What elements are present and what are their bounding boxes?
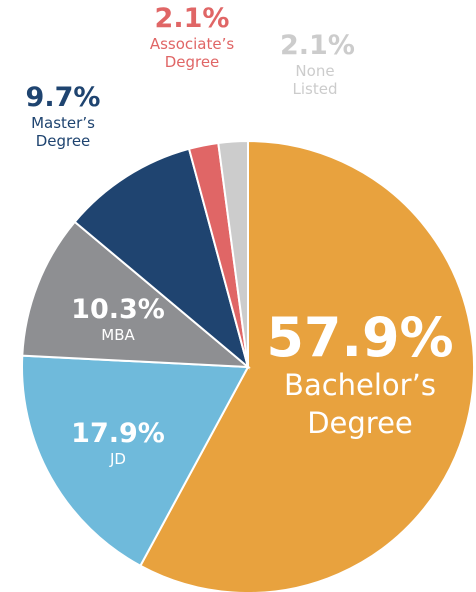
value-label: 17.9% xyxy=(71,418,165,449)
value-label: 2.1% xyxy=(280,30,355,61)
slice xyxy=(21,354,250,568)
slice xyxy=(139,139,475,592)
value-label: 2.1% xyxy=(154,3,230,34)
category-label: MBA xyxy=(101,326,135,345)
slice-label: 2.1% None Listed xyxy=(280,30,355,99)
category-label: Associate’s Degree xyxy=(149,35,235,72)
category-label: Master’s Degree xyxy=(31,114,95,151)
value-label: 9.7% xyxy=(25,82,101,113)
slice-label: 57.9% Bachelor’s Degree xyxy=(260,308,460,443)
value-label: 57.9% xyxy=(266,306,454,369)
category-label: JD xyxy=(110,450,126,469)
slice xyxy=(21,220,251,369)
slice-label: 2.1% Associate’s Degree xyxy=(132,3,252,71)
slice-label: 17.9% JD xyxy=(58,418,178,468)
category-label: None Listed xyxy=(292,62,338,99)
category-label: Bachelor’s Degree xyxy=(284,368,436,441)
value-label: 10.3% xyxy=(71,294,165,325)
slice-label: 9.7% Master’s Degree xyxy=(18,82,108,150)
slice xyxy=(217,139,249,368)
slice xyxy=(73,147,250,370)
slice-label: 10.3% MBA xyxy=(58,294,178,344)
